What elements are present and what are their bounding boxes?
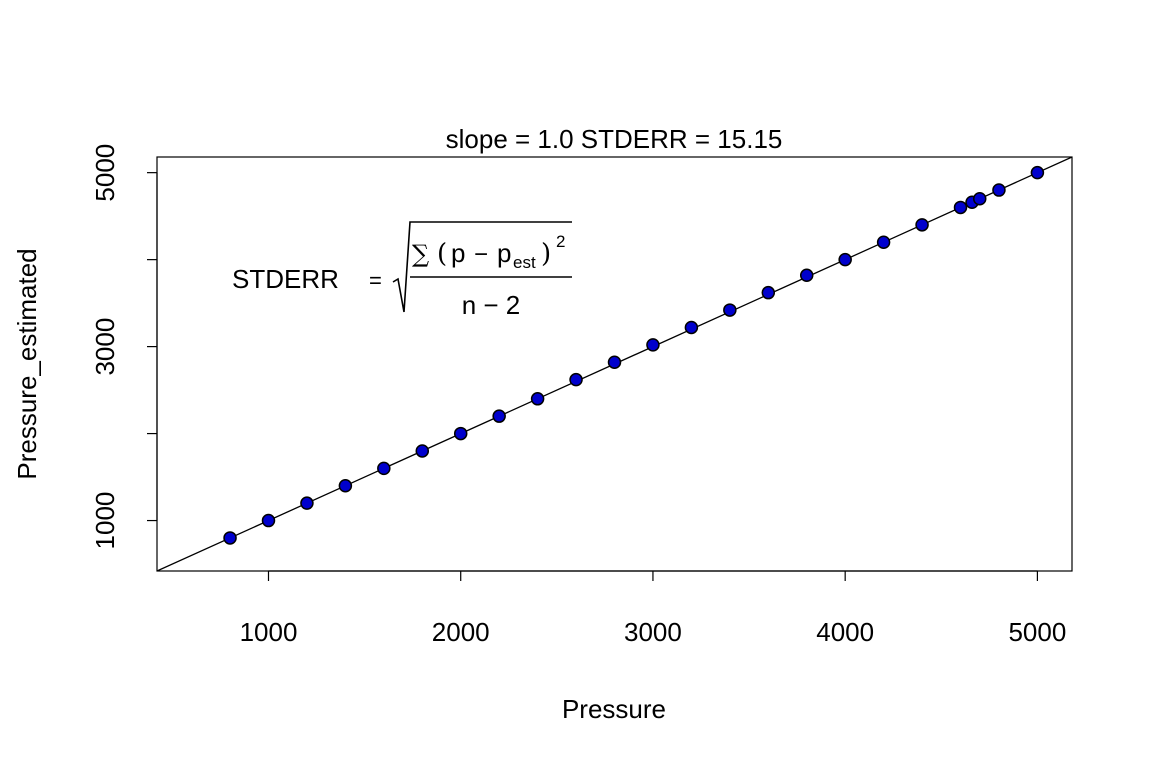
data-point <box>838 252 852 267</box>
y-tick-label: 1000 <box>90 492 120 550</box>
formula-sum-symbol: ∑ <box>412 240 429 268</box>
y-tick-label: 5000 <box>90 144 120 202</box>
formula-p-est-subscript: est <box>513 253 536 272</box>
data-point <box>492 409 506 423</box>
formula-p: p <box>451 238 465 268</box>
data-point <box>915 218 929 232</box>
x-tick-label: 1000 <box>240 617 298 647</box>
data-point <box>799 268 814 283</box>
data-point <box>569 372 583 387</box>
formula-equals: = <box>369 268 382 293</box>
stderr-formula: STDERR = ∑ ( p − p est ) 2 n − 2 <box>232 221 572 320</box>
data-point <box>684 320 699 335</box>
data-point <box>1030 165 1045 180</box>
data-point <box>415 444 430 458</box>
formula-exponent: 2 <box>556 232 565 251</box>
data-point <box>377 461 391 476</box>
y-tick-label: 3000 <box>90 318 120 376</box>
x-axis: 1000 2000 3000 4000 5000 <box>240 570 1066 647</box>
data-point <box>338 479 353 493</box>
data-point <box>223 531 237 545</box>
data-point <box>300 496 314 510</box>
x-tick-label: 4000 <box>816 617 874 647</box>
data-point <box>953 200 968 215</box>
formula-lhs: STDERR <box>232 264 339 294</box>
formula-minus: − <box>474 241 488 268</box>
formula-p-est: p <box>497 238 511 268</box>
data-point <box>761 285 776 300</box>
x-tick-label: 5000 <box>1008 617 1066 647</box>
y-axis: 1000 3000 5000 <box>90 144 158 550</box>
x-tick-label: 2000 <box>432 617 490 647</box>
data-point <box>261 513 276 528</box>
formula-close-paren: ) <box>541 239 551 269</box>
data-point <box>723 303 737 317</box>
formula-denominator: n − 2 <box>462 290 521 320</box>
x-axis-label: Pressure <box>562 694 666 724</box>
formula-radical <box>392 221 572 313</box>
data-point <box>992 183 1006 197</box>
formula-open-paren: ( <box>437 239 447 269</box>
y-axis-label: Pressure_estimated <box>12 248 42 479</box>
data-point <box>530 392 545 406</box>
data-point <box>646 338 660 352</box>
data-point <box>972 191 987 206</box>
data-point <box>453 426 468 441</box>
data-point <box>876 235 891 249</box>
data-point <box>607 355 622 370</box>
x-tick-label: 3000 <box>624 617 682 647</box>
chart-title: slope = 1.0 STDERR = 15.15 <box>446 124 783 154</box>
